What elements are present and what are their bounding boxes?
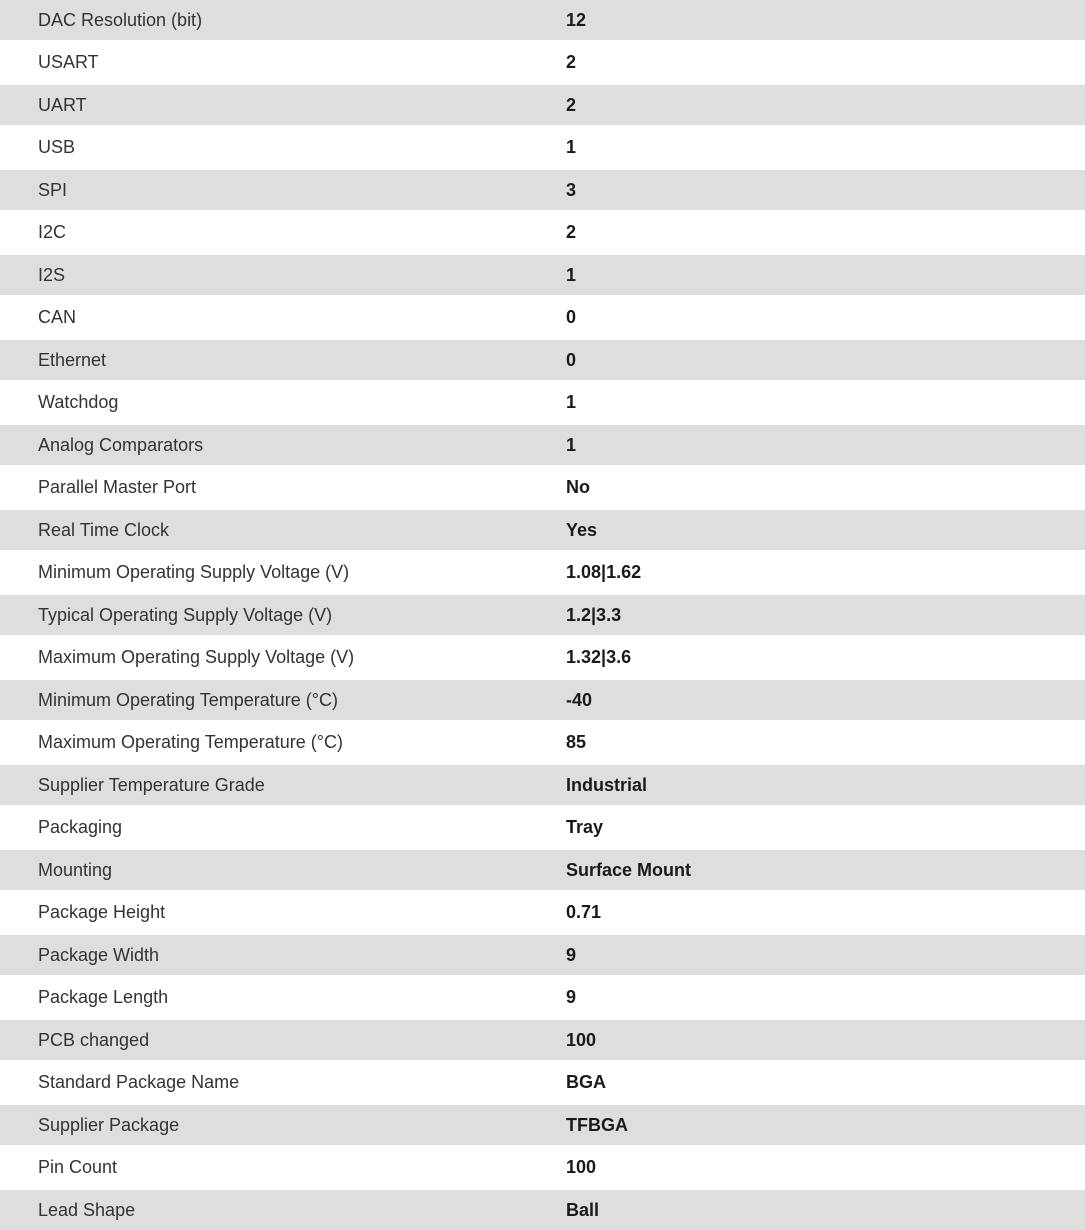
spec-value: 1.2|3.3 [566, 604, 622, 625]
spec-row: PCB changed 100 [0, 1020, 1085, 1060]
spec-value: Tray [566, 817, 604, 837]
spec-label: Analog Comparators [38, 434, 204, 455]
spec-label: Package Width [38, 944, 160, 965]
spec-value: 85 [566, 732, 587, 752]
spec-label: Parallel Master Port [38, 477, 197, 497]
spec-row: CAN 0 [0, 295, 1085, 340]
spec-value: 9 [566, 944, 577, 965]
spec-row: Real Time Clock Yes [0, 510, 1085, 550]
spec-label: Ethernet [38, 349, 107, 370]
spec-value: 1 [566, 137, 577, 157]
spec-label: Supplier Temperature Grade [38, 774, 265, 795]
spec-value: 1 [566, 264, 577, 285]
spec-value: 1.32|3.6 [566, 647, 632, 667]
spec-row: UART 2 [0, 85, 1085, 125]
spec-row: DAC Resolution (bit) 12 [0, 0, 1085, 40]
spec-value: Surface Mount [566, 859, 692, 880]
spec-label: Maximum Operating Temperature (°C) [38, 732, 343, 752]
spec-row: I2C 2 [0, 210, 1085, 255]
spec-row: Minimum Operating Temperature (°C) -40 [0, 680, 1085, 720]
spec-value: 9 [566, 987, 577, 1007]
spec-row: Lead Shape Ball [0, 1190, 1085, 1230]
spec-row: Typical Operating Supply Voltage (V) 1.2|… [0, 595, 1085, 635]
spec-row: Watchdog 1 [0, 380, 1085, 425]
spec-label: DAC Resolution (bit) [38, 9, 203, 30]
spec-label: Standard Package Name [38, 1072, 240, 1092]
spec-label: USART [38, 52, 99, 72]
spec-value: Yes [566, 519, 598, 540]
spec-row: Pin Count 100 [0, 1145, 1085, 1190]
spec-label: Packaging [38, 817, 123, 837]
spec-row: USART 2 [0, 40, 1085, 85]
spec-row: Maximum Operating Supply Voltage (V) 1.32… [0, 635, 1085, 680]
spec-label: Minimum Operating Temperature (°C) [38, 689, 338, 710]
spec-row: Parallel Master Port No [0, 465, 1085, 510]
spec-label: Typical Operating Supply Voltage (V) [38, 604, 333, 625]
spec-row: Supplier Temperature Grade Industrial [0, 765, 1085, 805]
spec-label: Watchdog [38, 392, 119, 412]
spec-label: PCB changed [38, 1029, 150, 1050]
spec-value: 2 [566, 222, 577, 242]
spec-row: Ethernet 0 [0, 340, 1085, 380]
spec-value: 12 [566, 9, 587, 30]
spec-value: 1 [566, 434, 577, 455]
spec-value: Ball [566, 1199, 600, 1220]
spec-value: 0 [566, 349, 577, 370]
spec-label: Package Length [38, 987, 169, 1007]
spec-row: Packaging Tray [0, 805, 1085, 850]
spec-label: UART [38, 94, 87, 115]
spec-value: 3 [566, 179, 577, 200]
spec-value: 2 [566, 94, 577, 115]
spec-row: Package Length 9 [0, 975, 1085, 1020]
spec-value: TFBGA [566, 1114, 628, 1135]
spec-value: Industrial [566, 774, 648, 795]
spec-label: Mounting [38, 859, 113, 880]
spec-label: Maximum Operating Supply Voltage (V) [38, 647, 355, 667]
spec-label: SPI [38, 179, 68, 200]
spec-label: Minimum Operating Supply Voltage (V) [38, 562, 350, 582]
spec-row: Mounting Surface Mount [0, 850, 1085, 890]
spec-label: Supplier Package [38, 1114, 180, 1135]
spec-value: 100 [566, 1157, 597, 1177]
spec-row: Minimum Operating Supply Voltage (V) 1.08… [0, 550, 1085, 595]
spec-row: Package Width 9 [0, 935, 1085, 975]
spec-label: Real Time Clock [38, 519, 170, 540]
spec-value: 100 [566, 1029, 597, 1050]
spec-value: 1.08|1.62 [566, 562, 642, 582]
spec-value: 0 [566, 307, 577, 327]
spec-row: SPI 3 [0, 170, 1085, 210]
spec-value: 1 [566, 392, 577, 412]
spec-label: I2C [38, 222, 67, 242]
spec-label: Lead Shape [38, 1199, 136, 1220]
spec-label: Pin Count [38, 1157, 118, 1177]
spec-row: USB 1 [0, 125, 1085, 170]
spec-row: Analog Comparators 1 [0, 425, 1085, 465]
spec-value: BGA [566, 1072, 606, 1092]
spec-label: Package Height [38, 902, 166, 922]
spec-label: USB [38, 137, 76, 157]
spec-row: I2S 1 [0, 255, 1085, 295]
spec-row: Package Height 0.71 [0, 890, 1085, 935]
spec-label: CAN [38, 307, 77, 327]
spec-value: 2 [566, 52, 577, 72]
spec-row: Supplier Package TFBGA [0, 1105, 1085, 1145]
spec-value: -40 [566, 689, 593, 710]
spec-row: Maximum Operating Temperature (°C) 85 [0, 720, 1085, 765]
spec-label: I2S [38, 264, 66, 285]
spec-value: No [566, 477, 590, 497]
spec-value: 0.71 [566, 902, 602, 922]
spec-row: Standard Package Name BGA [0, 1060, 1085, 1105]
